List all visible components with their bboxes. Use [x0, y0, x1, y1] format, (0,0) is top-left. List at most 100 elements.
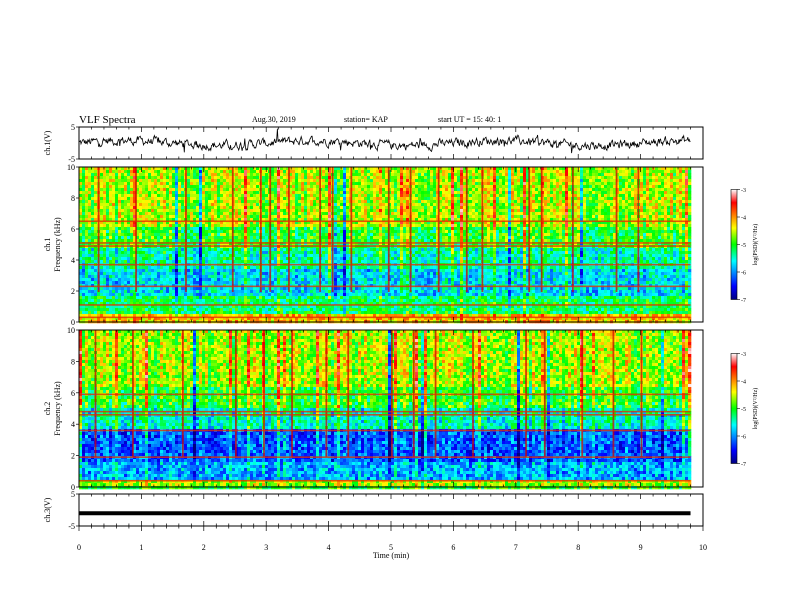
ch1-spectrogram-event: [615, 167, 618, 292]
y-tick-label: 2: [71, 452, 75, 461]
ch1-spectrogram-event: [481, 167, 484, 292]
ch2-spectrogram-event: [434, 330, 437, 457]
y-tick-label: 4: [71, 256, 75, 265]
no-data-region: [690, 330, 703, 487]
ch2-spectrogram-event: [391, 330, 393, 457]
y-tick-label: 8: [71, 357, 75, 366]
ch1-spectrogram-event: [331, 167, 334, 292]
ch2-spectrogram-freq-line: [79, 456, 691, 458]
ch1-spectrogram-event: [528, 167, 531, 292]
ch2-spectrogram-freq-line: [79, 410, 691, 413]
ch1-spectrogram-event: [319, 167, 322, 292]
ch1-spectrogram-freq-line: [79, 263, 691, 266]
chart-title: VLF Spectra: [79, 114, 136, 126]
start-time-label: start UT = 15: 40: 1: [438, 115, 501, 124]
ch1-spectrogram-event: [350, 167, 353, 292]
ch1-spectrogram-heatmap: [79, 167, 703, 324]
colorbar-label: log(PSD)(V²/Hz): [752, 388, 759, 429]
y-tick-label: 4: [71, 420, 75, 429]
x-tick-label: 8: [576, 543, 580, 552]
ch1-spectrogram-event: [465, 167, 468, 292]
x-tick-label: 2: [202, 543, 206, 552]
ch2-spectrogram-event: [235, 330, 237, 457]
ch1-spectrogram-event: [288, 167, 290, 292]
x-tick-label: 6: [451, 543, 455, 552]
colorbar-tick-label: -7: [741, 298, 746, 304]
colorbar-tick-label: -5: [741, 243, 746, 249]
y-axis-label: ch.1: [43, 238, 52, 252]
no-data-region: [690, 167, 703, 322]
ch1-spectrogram-event: [185, 167, 187, 292]
y-tick-label: 0: [71, 483, 75, 492]
x-tick-label: 9: [639, 543, 643, 552]
ch2-spectrogram-event: [472, 330, 474, 457]
ch2-spectrogram-event: [543, 330, 546, 457]
y-tick-label: -5: [68, 155, 75, 164]
ch2-spectrogram-event: [291, 330, 293, 457]
x-tick-label: 0: [77, 543, 81, 552]
ch2-spectrogram-freq-line: [79, 479, 691, 482]
y-tick-label: 5: [71, 490, 75, 499]
ch1-spectrogram-event: [269, 167, 272, 292]
ch2-spectrogram-event: [325, 330, 328, 457]
ch1-spectrogram-freq-line: [79, 285, 691, 288]
station-label: station= KAP: [344, 115, 388, 124]
y-tick-label: -5: [68, 522, 75, 531]
ch2-spectrogram-event: [581, 330, 584, 457]
y-axis-label: Frequency (kHz): [53, 381, 62, 436]
ch2-spectrogram-event: [181, 330, 184, 457]
ch1-spectrogram-event: [259, 167, 262, 292]
ch1-trace: [78, 128, 691, 154]
ch2-spectrogram-freq-line: [79, 429, 691, 432]
colorbar: [730, 353, 738, 464]
colorbar-tick-label: -5: [741, 407, 746, 413]
colorbar-tick-label: -4: [741, 380, 746, 386]
ch1-spectrogram-freq-line: [79, 245, 691, 247]
ch2-spectrogram-event: [347, 330, 350, 457]
colorbar: [730, 189, 738, 300]
y-tick-label: 6: [71, 225, 75, 234]
ch1-spectrogram-freq-line: [79, 304, 691, 306]
ch2-spectrogram-event: [412, 330, 415, 457]
ch1-spectrogram-event: [637, 167, 640, 292]
ch2-spectrogram-event: [525, 330, 527, 457]
ch1-spectrogram-freq-line: [79, 242, 691, 244]
x-tick-label: 3: [264, 543, 268, 552]
y-tick-label: 6: [71, 389, 75, 398]
ch2-spectrogram-event: [94, 330, 97, 457]
x-axis-label: Time (min): [373, 551, 410, 560]
colorbar-tick-label: -3: [741, 188, 746, 194]
y-tick-label: 0: [71, 318, 75, 327]
y-tick-label: 10: [67, 326, 75, 335]
colorbar-tick-label: -7: [741, 462, 746, 468]
ch2-spectrogram-freq-line: [79, 413, 691, 416]
ch1-spectrogram-event: [540, 167, 543, 292]
y-axis-label: ch.3(V): [43, 497, 52, 522]
x-tick-label: 7: [514, 543, 518, 552]
colorbar-tick-label: -6: [741, 271, 746, 277]
colorbar-tick-label: -4: [741, 216, 746, 222]
ch1-spectrogram-event: [437, 167, 440, 292]
ch2-spectrogram-event: [132, 330, 134, 457]
ch1-spectrogram-freq-line: [79, 316, 691, 319]
y-axis-label: ch.1(V): [43, 130, 52, 155]
ch2-spectrogram-event: [640, 330, 643, 457]
y-axis-label: Frequency (kHz): [53, 217, 62, 272]
date-label: Aug.30, 2019: [252, 115, 296, 124]
colorbar-tick-label: -6: [741, 435, 746, 441]
ch1-spectrogram-event: [409, 167, 412, 292]
x-tick-label: 1: [139, 543, 143, 552]
ch2-spectrogram-event: [612, 330, 615, 457]
ch1-spectrogram-freq-line: [79, 220, 691, 223]
y-tick-label: 8: [71, 194, 75, 203]
ch2-spectrogram-event: [263, 330, 265, 457]
x-tick-label: 5: [389, 543, 393, 552]
ch2-spectrogram-freq-line: [79, 393, 691, 396]
y-tick-label: 2: [71, 287, 75, 296]
colorbar-tick-label: -3: [741, 352, 746, 358]
y-axis-label: ch.2: [43, 402, 52, 416]
ch1-spectrogram-event: [135, 167, 137, 292]
x-tick-label: 10: [699, 543, 707, 552]
y-tick-label: 10: [67, 163, 75, 172]
